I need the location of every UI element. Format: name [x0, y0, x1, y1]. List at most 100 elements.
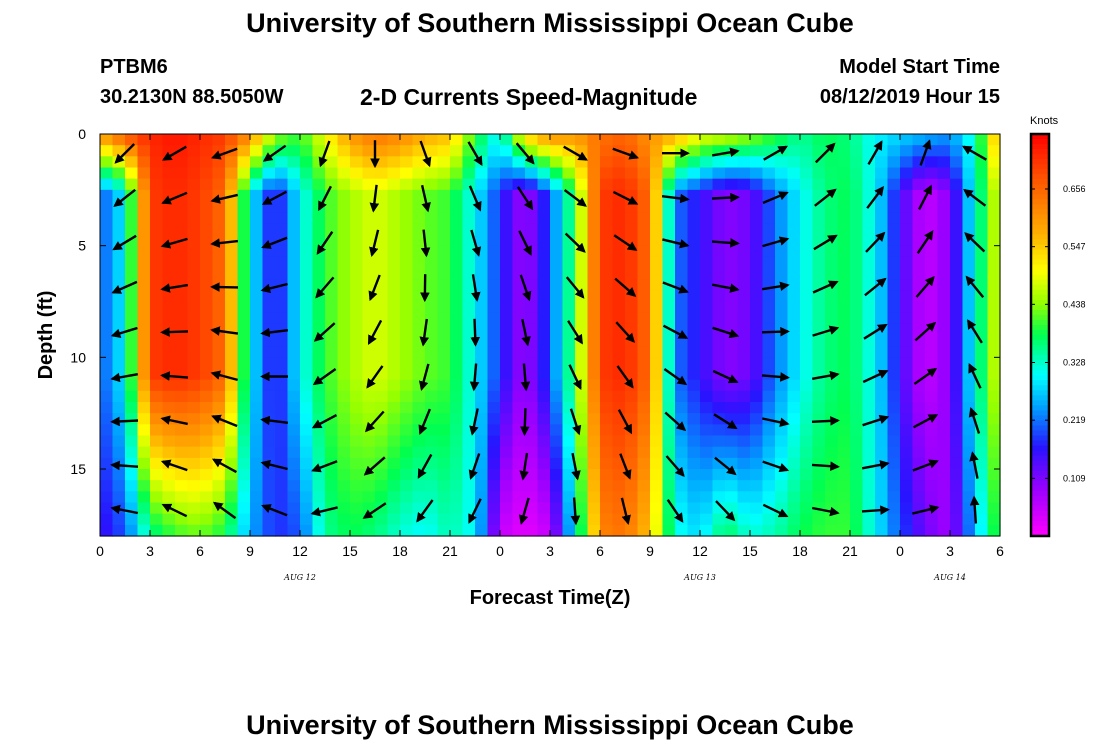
heat-cell: [950, 268, 964, 280]
heat-cell: [150, 256, 164, 269]
heat-cell: [900, 279, 914, 291]
heat-cell: [450, 268, 464, 280]
heat-cell: [150, 234, 164, 247]
heat-cell: [500, 134, 514, 146]
heat-cell: [912, 524, 926, 537]
heat-cell: [237, 491, 251, 504]
heat-cell: [425, 335, 439, 347]
heat-cell: [350, 167, 364, 180]
current-vector-arrow: [470, 229, 482, 257]
heat-cell: [350, 312, 364, 325]
heat-cell: [737, 513, 751, 526]
heat-cell: [625, 368, 639, 381]
heat-cell: [150, 134, 164, 146]
heat-cell: [612, 323, 626, 336]
heat-cell: [525, 457, 539, 470]
heat-cell: [100, 323, 114, 336]
heat-cell: [400, 134, 414, 146]
heat-cell: [412, 457, 426, 470]
heat-cell: [862, 234, 876, 247]
heat-cell: [175, 268, 189, 280]
colorbar-segment: [1031, 214, 1049, 221]
heat-cell: [537, 212, 551, 224]
heat-cell: [812, 134, 826, 146]
current-vector-arrow: [518, 230, 532, 256]
heat-cell: [425, 290, 439, 303]
heat-cell: [225, 212, 239, 224]
heat-cell: [162, 424, 176, 437]
heat-cell: [312, 268, 326, 280]
heat-cell: [662, 245, 676, 258]
heat-cell: [800, 491, 814, 504]
heat-cell: [725, 134, 739, 146]
heat-cell: [362, 368, 376, 381]
heat-cell: [687, 480, 701, 492]
heat-cell: [387, 379, 401, 392]
heat-cell: [375, 301, 389, 314]
heat-cell: [112, 424, 126, 437]
heat-cell: [275, 212, 289, 224]
heat-cell: [137, 167, 151, 180]
heat-cell: [150, 279, 164, 291]
current-vector-arrow: [612, 190, 639, 205]
heat-cell: [925, 290, 939, 303]
heat-cell: [812, 323, 826, 336]
colorbar-segment: [1031, 520, 1049, 527]
current-vector-arrow: [567, 320, 583, 345]
heat-cell: [762, 469, 776, 481]
heat-cell: [900, 435, 914, 448]
heat-cell: [212, 357, 226, 370]
current-vector-arrow: [762, 281, 790, 292]
heat-cell: [300, 379, 314, 392]
heat-cell: [150, 424, 164, 437]
heat-cell: [562, 201, 576, 213]
heat-cell: [625, 513, 639, 526]
heat-cell: [600, 513, 614, 526]
heat-cell: [325, 357, 339, 370]
heat-cell: [225, 290, 239, 303]
heat-cell: [575, 279, 589, 291]
heat-cell: [312, 189, 326, 202]
heat-cell: [350, 524, 364, 537]
heat-cell: [425, 524, 439, 537]
heat-cell: [750, 502, 764, 515]
heat-cell: [700, 189, 714, 202]
heat-cell: [475, 223, 489, 236]
heat-cell: [450, 156, 464, 169]
heat-cell: [987, 301, 1001, 314]
heat-cell: [875, 223, 889, 236]
heat-cell: [987, 446, 1001, 459]
heat-cell: [325, 491, 339, 504]
heat-cell: [725, 201, 739, 213]
heat-cell: [750, 469, 764, 481]
heat-cell: [412, 335, 426, 347]
heat-cell: [100, 424, 114, 437]
x-tick-label: 0: [896, 543, 904, 559]
heat-cell: [600, 290, 614, 303]
heat-cell: [612, 357, 626, 370]
heat-cell: [975, 435, 989, 448]
heat-cell: [262, 290, 276, 303]
heat-cell: [837, 268, 851, 280]
heat-cell: [500, 335, 514, 347]
heat-cell: [350, 301, 364, 314]
heat-cell: [650, 167, 664, 180]
heat-cell: [100, 357, 114, 370]
heat-cell: [350, 413, 364, 425]
current-vector-arrow: [862, 369, 889, 384]
heat-cell: [512, 189, 526, 202]
heat-cell: [337, 234, 351, 247]
heat-cell: [775, 323, 789, 336]
heat-cell: [575, 513, 589, 526]
heat-cell: [562, 234, 576, 247]
heat-cell: [687, 469, 701, 481]
heat-cell: [550, 201, 564, 213]
heat-cell: [675, 357, 689, 370]
heat-cell: [750, 446, 764, 459]
heat-cell: [537, 379, 551, 392]
heat-cell: [350, 480, 364, 492]
heat-cell: [850, 524, 864, 537]
heat-cell: [612, 435, 626, 448]
heat-cell: [212, 178, 226, 191]
colorbar-segment: [1031, 244, 1049, 251]
